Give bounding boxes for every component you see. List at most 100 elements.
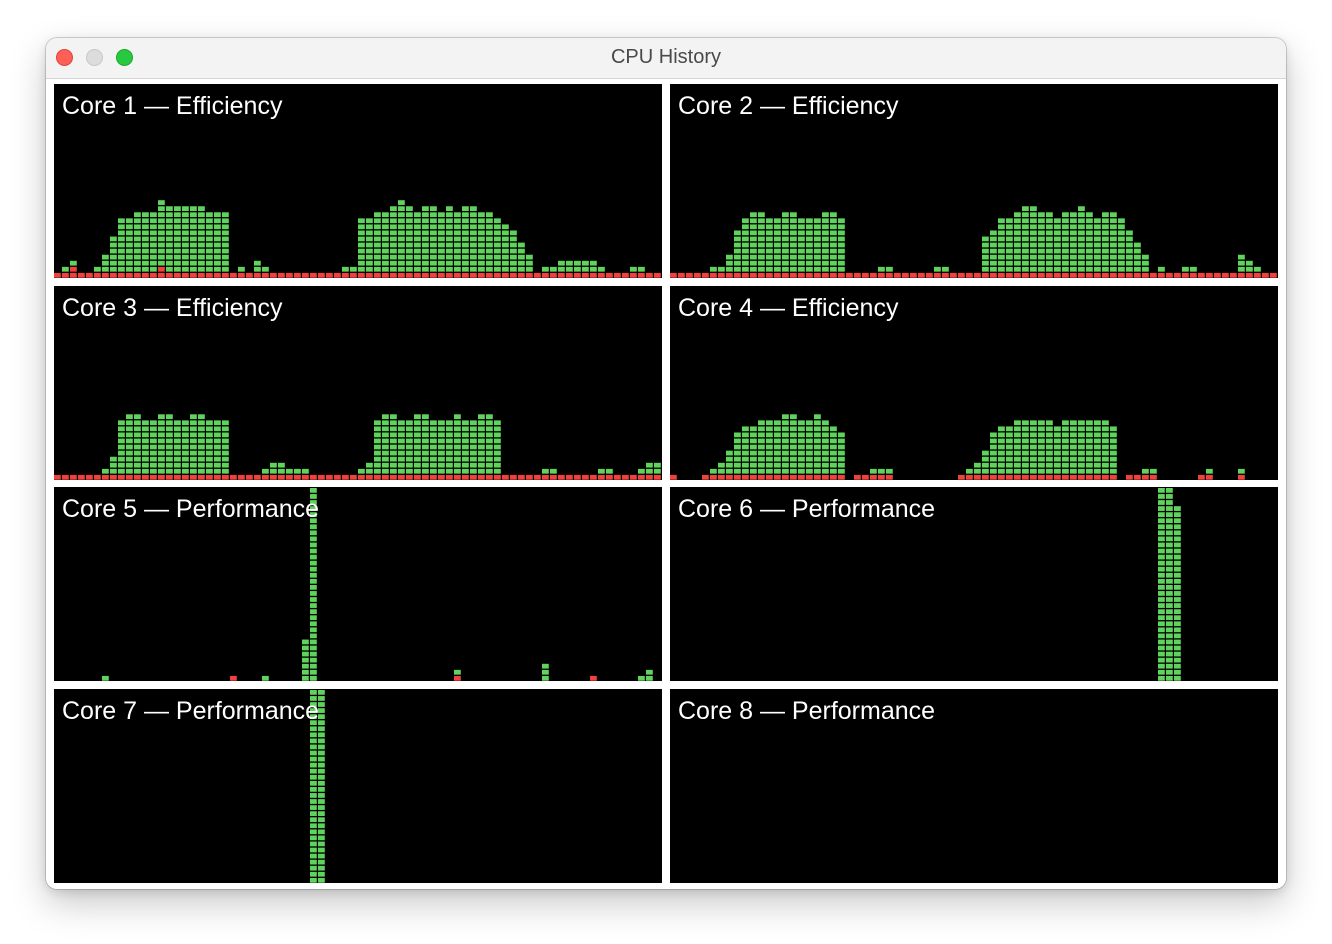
user-load-segment — [142, 254, 149, 260]
user-load-segment — [366, 242, 373, 248]
user-load-segment — [142, 432, 149, 438]
user-load-segment — [542, 266, 549, 272]
user-load-segment — [310, 738, 317, 744]
user-load-segment — [126, 438, 133, 444]
user-load-segment — [1062, 426, 1069, 432]
user-load-segment — [766, 426, 773, 432]
user-load-segment — [790, 438, 797, 444]
system-load-segment — [654, 474, 661, 480]
user-load-segment — [806, 456, 813, 462]
user-load-segment — [438, 450, 445, 456]
minimize-icon[interactable] — [86, 49, 103, 66]
user-load-segment — [158, 462, 165, 468]
user-load-segment — [166, 212, 173, 218]
user-load-segment — [422, 462, 429, 468]
zoom-icon[interactable] — [116, 49, 133, 66]
user-load-segment — [750, 426, 757, 432]
user-load-segment — [494, 426, 501, 432]
user-load-segment — [1158, 621, 1165, 627]
system-load-segment — [286, 474, 293, 480]
user-load-segment — [1118, 224, 1125, 230]
user-load-segment — [302, 657, 309, 663]
system-load-segment — [734, 272, 741, 278]
user-load-segment — [198, 462, 205, 468]
user-load-segment — [166, 468, 173, 474]
user-load-segment — [270, 468, 277, 474]
user-load-segment — [438, 230, 445, 236]
user-load-segment — [758, 444, 765, 450]
user-load-segment — [1174, 603, 1181, 608]
system-load-segment — [1270, 272, 1277, 278]
user-load-segment — [502, 236, 509, 242]
user-load-segment — [1046, 218, 1053, 224]
user-load-segment — [1110, 212, 1117, 218]
user-load-segment — [1030, 242, 1037, 248]
title-bar[interactable]: CPU History — [46, 38, 1286, 79]
user-load-segment — [1022, 230, 1029, 236]
system-load-segment — [782, 272, 789, 278]
user-load-segment — [814, 450, 821, 456]
system-load-segment — [454, 474, 461, 480]
user-load-segment — [198, 468, 205, 474]
system-load-segment — [102, 474, 109, 480]
close-icon[interactable] — [56, 49, 73, 66]
user-load-segment — [422, 218, 429, 224]
user-load-segment — [734, 438, 741, 444]
user-load-segment — [1158, 657, 1165, 663]
user-load-segment — [310, 762, 317, 768]
user-load-segment — [774, 420, 781, 426]
user-load-segment — [822, 420, 829, 426]
user-load-segment — [454, 438, 461, 444]
user-load-segment — [1246, 266, 1253, 272]
user-load-segment — [430, 456, 437, 462]
user-load-segment — [486, 248, 493, 254]
user-load-segment — [1070, 444, 1077, 450]
user-load-segment — [1070, 242, 1077, 248]
user-load-segment — [1054, 254, 1061, 260]
user-load-segment — [310, 566, 317, 572]
system-load-segment — [222, 474, 229, 480]
user-load-segment — [998, 260, 1005, 266]
user-load-segment — [486, 462, 493, 468]
system-load-segment — [318, 272, 325, 278]
user-load-segment — [446, 420, 453, 426]
user-load-segment — [366, 468, 373, 474]
user-load-segment — [822, 230, 829, 236]
user-load-segment — [214, 242, 221, 248]
system-load-segment — [110, 272, 117, 278]
user-load-segment — [1094, 266, 1101, 272]
user-load-segment — [110, 248, 117, 254]
user-load-segment — [822, 248, 829, 254]
system-load-segment — [502, 474, 509, 480]
user-load-segment — [174, 260, 181, 266]
user-load-segment — [1006, 468, 1013, 474]
user-load-segment — [1006, 450, 1013, 456]
system-load-segment — [350, 474, 357, 480]
user-load-segment — [1006, 242, 1013, 248]
system-load-segment — [870, 474, 877, 480]
user-load-segment — [1022, 212, 1029, 218]
user-load-segment — [766, 450, 773, 456]
user-load-segment — [1030, 462, 1037, 468]
user-load-segment — [798, 260, 805, 266]
user-load-segment — [310, 657, 317, 663]
user-load-segment — [838, 230, 845, 236]
system-load-segment — [246, 272, 253, 278]
user-load-segment — [222, 450, 229, 456]
user-load-segment — [390, 420, 397, 426]
system-load-segment — [1246, 272, 1253, 278]
user-load-segment — [214, 426, 221, 432]
system-load-segment — [1054, 272, 1061, 278]
user-load-segment — [126, 254, 133, 260]
user-load-segment — [158, 414, 165, 420]
system-load-segment — [358, 474, 365, 480]
user-load-segment — [158, 236, 165, 242]
user-load-segment — [518, 254, 525, 260]
user-load-segment — [182, 266, 189, 272]
user-load-segment — [390, 260, 397, 266]
user-load-segment — [214, 248, 221, 254]
user-load-segment — [1174, 651, 1181, 657]
system-load-segment — [902, 272, 909, 278]
user-load-segment — [190, 254, 197, 260]
user-load-segment — [422, 260, 429, 266]
